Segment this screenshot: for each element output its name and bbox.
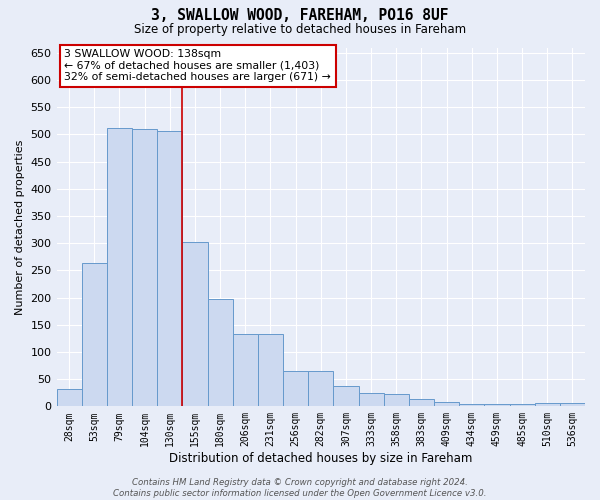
Text: Contains HM Land Registry data © Crown copyright and database right 2024.
Contai: Contains HM Land Registry data © Crown c… <box>113 478 487 498</box>
Bar <box>359 392 383 406</box>
Text: Size of property relative to detached houses in Fareham: Size of property relative to detached ho… <box>134 22 466 36</box>
X-axis label: Distribution of detached houses by size in Fareham: Distribution of detached houses by size … <box>169 452 472 465</box>
Y-axis label: Number of detached properties: Number of detached properties <box>15 139 25 314</box>
Text: 3 SWALLOW WOOD: 138sqm
← 67% of detached houses are smaller (1,403)
32% of semi-: 3 SWALLOW WOOD: 138sqm ← 67% of detached… <box>64 50 331 82</box>
Text: 3, SWALLOW WOOD, FAREHAM, PO16 8UF: 3, SWALLOW WOOD, FAREHAM, PO16 8UF <box>151 8 449 22</box>
Bar <box>157 130 182 406</box>
Bar <box>182 242 208 406</box>
Bar <box>107 128 132 406</box>
Bar <box>459 404 484 406</box>
Bar <box>56 389 82 406</box>
Bar <box>560 403 585 406</box>
Bar <box>509 404 535 406</box>
Bar <box>484 404 509 406</box>
Bar <box>82 264 107 406</box>
Bar <box>283 371 308 406</box>
Bar <box>308 371 334 406</box>
Bar <box>258 334 283 406</box>
Bar <box>535 402 560 406</box>
Bar <box>334 386 359 406</box>
Bar <box>208 299 233 406</box>
Bar <box>383 394 409 406</box>
Bar <box>434 402 459 406</box>
Bar <box>233 334 258 406</box>
Bar <box>132 129 157 406</box>
Bar <box>409 400 434 406</box>
